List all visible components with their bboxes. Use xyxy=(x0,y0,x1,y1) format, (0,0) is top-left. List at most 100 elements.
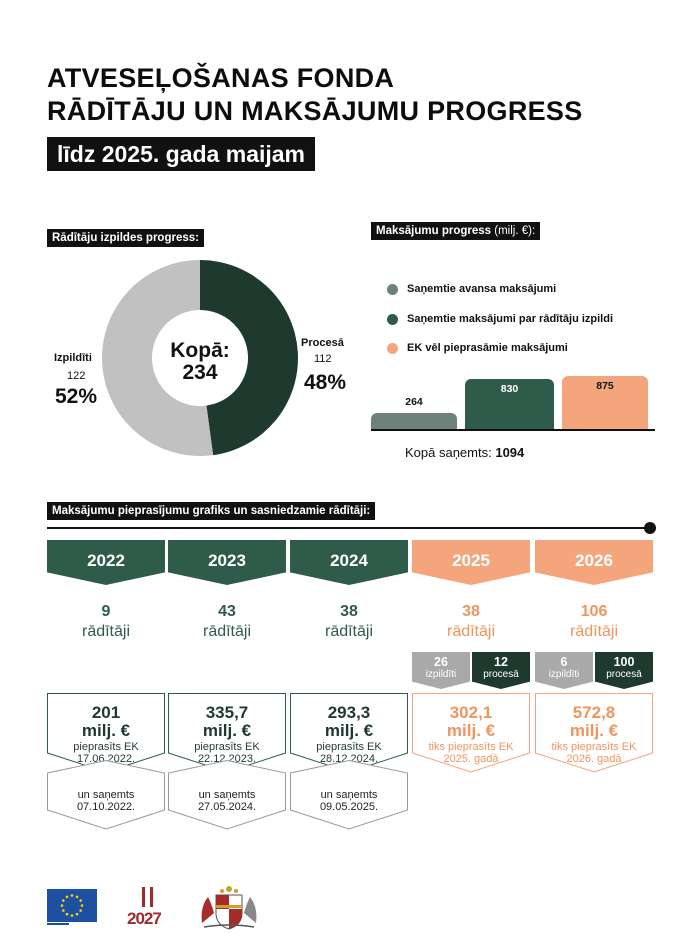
received-line1-2022: un saņemts xyxy=(77,789,135,801)
year-header-2024: 2024 xyxy=(290,540,408,585)
received-box-2022 xyxy=(47,760,165,830)
donut-center: Kopā: 234 xyxy=(140,340,260,384)
progress-label: Procesā xyxy=(301,337,344,349)
amount-unit-2023: milj. € xyxy=(202,721,252,740)
year-header-2022: 2022 xyxy=(47,540,165,585)
latvia-coat-of-arms-icon xyxy=(201,886,257,930)
indicators-section-label: Rādītāju izpildes progress: xyxy=(47,229,204,247)
tag-progress-num: 100 xyxy=(613,655,635,669)
request-line2-2025: 2025. gadā xyxy=(443,753,499,765)
payments-section-label: Maksājumu progress (milj. €): xyxy=(371,222,541,240)
tag-progress-label: procesā xyxy=(606,669,642,680)
payments-section-unit: (milj. €): xyxy=(494,225,536,237)
indicator-unit-2025: rādītāji xyxy=(446,623,496,640)
timeline-end-dot xyxy=(644,522,656,534)
amount-box-2026 xyxy=(535,693,653,773)
indicator-unit-2026: rādītāji xyxy=(569,623,619,640)
tag-progress-2026: 100 procesā xyxy=(595,652,653,689)
amount-box-2025 xyxy=(412,693,530,773)
amount-box-2022 xyxy=(47,693,165,773)
amount-value-2026: 572,8 xyxy=(572,703,616,722)
payments-section-title: Maksājumu progress xyxy=(376,225,492,237)
amount-value-2023: 335,7 xyxy=(205,703,249,722)
request-line1-2026: tiks pieprasīts EK xyxy=(551,741,637,753)
legend-advance: Saņemtie avansa maksājumi xyxy=(387,281,556,297)
donut-slice-in-progress xyxy=(200,260,298,456)
legend-pending: EK vēl pieprasāmie maksājumi xyxy=(387,340,568,356)
request-line2-2023: 22.12.2023. xyxy=(197,753,257,765)
request-line2-2024: 28.12.2024. xyxy=(319,753,379,765)
payment-bar-3 xyxy=(562,376,648,429)
legend-pending-dot xyxy=(387,343,398,354)
payment-bar-value-1: 264 xyxy=(405,396,423,408)
nap-logo-icon xyxy=(142,887,153,907)
progress-count: 112 xyxy=(314,353,332,365)
schedule-section-label: Maksājumu pieprasījumu grafiks un sasnie… xyxy=(47,502,376,520)
legend-received-dot xyxy=(387,314,398,325)
tag-done-label: izpildīti xyxy=(548,669,580,680)
year-header-2026: 2026 xyxy=(535,540,653,585)
indicator-count-2023: 43 xyxy=(218,603,236,620)
tag-done-label: izpildīti xyxy=(425,669,457,680)
progress-pct: 48% xyxy=(304,371,347,394)
tag-progress-label: procesā xyxy=(483,669,519,680)
timeline-line xyxy=(47,527,650,529)
legend-advance-dot xyxy=(387,284,398,295)
done-pct: 52% xyxy=(55,385,98,408)
bars-baseline xyxy=(371,429,655,431)
tag-progress-2025: 12 procesā xyxy=(472,652,530,689)
received-line2-2024: 09.05.2025. xyxy=(319,801,379,813)
donut-center-value: 234 xyxy=(182,361,218,384)
request-line1-2024: pieprasīts EK xyxy=(316,741,382,753)
received-line1-2024: un saņemts xyxy=(320,789,378,801)
nap-2027-logo: 2027 xyxy=(125,884,173,930)
indicator-count-2022: 9 xyxy=(101,603,111,620)
donut-center-label: Kopā: xyxy=(170,339,230,362)
year-header-2025: 2025 xyxy=(412,540,530,585)
title-line-1: ATVESEĻOŠANAS FONDA xyxy=(47,63,395,93)
request-line1-2023: pieprasīts EK xyxy=(194,741,260,753)
amount-value-2022: 201 xyxy=(91,703,121,722)
legend-pending-label: EK vēl pieprasāmie maksājumi xyxy=(407,342,568,354)
page-title: ATVESEĻOŠANAS FONDA RĀDĪTĀJU UN MAKSĀJUM… xyxy=(47,62,583,128)
request-line2-2026: 2026. gadā xyxy=(566,753,622,765)
amount-value-2025: 302,1 xyxy=(449,703,493,722)
payment-bar-value-2: 830 xyxy=(500,383,519,395)
donut-slice-done xyxy=(101,260,214,456)
payment-bar-2 xyxy=(465,379,554,429)
done-count: 122 xyxy=(67,370,86,382)
tag-progress-num: 12 xyxy=(494,655,508,669)
request-line1-2022: pieprasīts EK xyxy=(73,741,139,753)
indicator-count-2024: 38 xyxy=(340,603,358,620)
amount-box-2023 xyxy=(168,693,286,773)
indicator-unit-2023: rādītāji xyxy=(202,623,252,640)
received-line1-2023: un saņemts xyxy=(198,789,256,801)
nap-2027-text: 2027 xyxy=(127,909,162,928)
tag-done-num: 6 xyxy=(560,655,568,669)
received-box-2024 xyxy=(290,760,408,830)
amount-value-2024: 293,3 xyxy=(327,703,371,722)
tag-done-2026: 6 izpildīti xyxy=(535,652,593,689)
total-received-value: 1094 xyxy=(495,445,525,460)
received-line2-2023: 27.05.2024. xyxy=(197,801,257,813)
page-subtitle: līdz 2025. gada maijam xyxy=(47,137,316,171)
payment-bar-1 xyxy=(371,413,457,429)
indicator-count-2025: 38 xyxy=(462,603,480,620)
amount-unit-2025: milj. € xyxy=(446,721,496,740)
title-line-2: RĀDĪTĀJU UN MAKSĀJUMU PROGRESS xyxy=(47,96,583,126)
amount-unit-2024: milj. € xyxy=(324,721,374,740)
payment-bar-value-3: 875 xyxy=(596,380,614,392)
eu-flag-icon xyxy=(47,889,97,925)
done-label: Izpildīti xyxy=(54,352,92,364)
legend-received: Saņemtie maksājumi par rādītāju izpildi xyxy=(387,311,613,327)
amount-box-2024 xyxy=(290,693,408,773)
indicator-unit-2024: rādītāji xyxy=(324,623,374,640)
total-received: Kopā saņemts: 1094 xyxy=(405,445,524,461)
indicators-donut-chart xyxy=(101,260,298,456)
request-line1-2025: tiks pieprasīts EK xyxy=(428,741,514,753)
amount-unit-2022: milj. € xyxy=(81,721,131,740)
indicator-count-2026: 106 xyxy=(580,603,608,620)
year-header-2023: 2023 xyxy=(168,540,286,585)
amount-unit-2026: milj. € xyxy=(569,721,619,740)
tag-done-num: 26 xyxy=(434,655,448,669)
